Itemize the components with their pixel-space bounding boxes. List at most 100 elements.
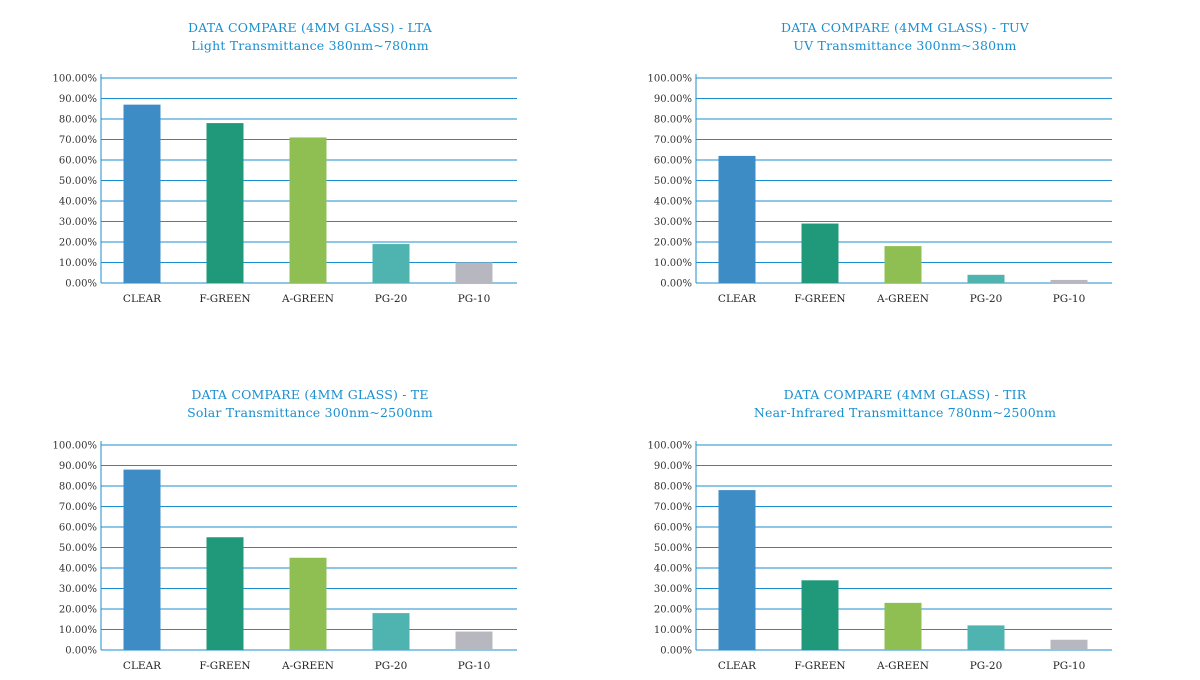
bar-pg-20 <box>967 274 1005 283</box>
chart-subtitle: Solar Transmittance 300nm~2500nm <box>187 405 433 420</box>
y-tick-label: 20.00% <box>59 605 97 616</box>
y-tick-label: 80.00% <box>654 115 692 126</box>
y-tick-label: 30.00% <box>59 217 97 228</box>
y-tick-label: 90.00% <box>654 94 692 105</box>
bar-f-green <box>206 537 244 650</box>
chart-title: DATA COMPARE (4MM GLASS) - TUV <box>781 20 1029 35</box>
y-tick-label: 30.00% <box>654 217 692 228</box>
x-tick-label: PG-20 <box>970 293 1003 305</box>
chart-panel-lta: DATA COMPARE (4MM GLASS) - LTA Light Tra… <box>30 0 590 305</box>
x-tick-label: F-GREEN <box>199 293 250 305</box>
bar-chart-lta: 0.00% 10.00% 20.00% 30.00% 40.00% 50.00% 60.00… <box>53 74 517 305</box>
bar-f-green <box>801 223 839 283</box>
chart-panel-tir: DATA COMPARE (4MM GLASS) - TIR Near-Infr… <box>625 367 1185 672</box>
chart-panel-te: DATA COMPARE (4MM GLASS) - TE Solar Tran… <box>30 367 590 672</box>
y-tick-label: 70.00% <box>59 502 97 513</box>
bar-chart-tuv: 0.00% 10.00% 20.00% 30.00% 40.00% 50.00% 60.00… <box>648 74 1112 305</box>
bar-clear <box>123 104 161 284</box>
y-tick-label: 70.00% <box>59 135 97 146</box>
y-tick-label: 90.00% <box>654 461 692 472</box>
y-tick-label: 0.00% <box>65 646 97 657</box>
bar-pg-10 <box>455 631 493 650</box>
bar-f-green <box>801 580 839 650</box>
x-tick-label: F-GREEN <box>794 660 845 672</box>
bar-clear <box>123 469 161 650</box>
y-tick-label: 80.00% <box>59 115 97 126</box>
y-tick-label: 20.00% <box>654 605 692 616</box>
x-tick-label: A-GREEN <box>876 660 929 672</box>
y-tick-label: 80.00% <box>654 482 692 493</box>
bar-f-green <box>206 123 244 283</box>
y-tick-label: 0.00% <box>660 646 692 657</box>
y-tick-label: 100.00% <box>53 441 98 452</box>
chart-title: DATA COMPARE (4MM GLASS) - TE <box>191 387 429 402</box>
x-tick-label: A-GREEN <box>281 660 334 672</box>
bar-pg-20 <box>967 625 1005 650</box>
chart-title: DATA COMPARE (4MM GLASS) - LTA <box>187 20 433 35</box>
x-tick-label: PG-20 <box>970 660 1003 672</box>
y-tick-label: 70.00% <box>654 135 692 146</box>
y-tick-label: 10.00% <box>59 258 97 269</box>
bar-pg-10 <box>1050 279 1088 283</box>
bar-a-green <box>289 557 327 650</box>
x-tick-label: F-GREEN <box>199 660 250 672</box>
y-tick-label: 70.00% <box>654 502 692 513</box>
x-tick-label: CLEAR <box>123 660 162 672</box>
y-tick-label: 80.00% <box>59 482 97 493</box>
y-tick-label: 50.00% <box>654 176 692 187</box>
x-tick-label: PG-10 <box>458 660 491 672</box>
y-tick-label: 40.00% <box>59 197 97 208</box>
chart-subtitle: Light Transmittance 380nm~780nm <box>191 38 429 53</box>
bar-clear <box>718 155 756 283</box>
y-tick-label: 60.00% <box>654 156 692 167</box>
bar-pg-10 <box>1050 639 1088 650</box>
y-tick-label: 30.00% <box>654 584 692 595</box>
y-tick-label: 50.00% <box>654 543 692 554</box>
y-tick-label: 90.00% <box>59 94 97 105</box>
y-tick-label: 0.00% <box>65 279 97 290</box>
x-tick-label: PG-10 <box>1053 660 1086 672</box>
y-tick-label: 40.00% <box>654 564 692 575</box>
y-tick-label: 50.00% <box>59 543 97 554</box>
x-tick-label: PG-10 <box>1053 293 1086 305</box>
y-tick-label: 100.00% <box>648 74 693 85</box>
x-tick-label: CLEAR <box>123 293 162 305</box>
bar-a-green <box>289 137 327 283</box>
y-tick-label: 60.00% <box>59 523 97 534</box>
y-tick-label: 60.00% <box>59 156 97 167</box>
chart-panel-tuv: DATA COMPARE (4MM GLASS) - TUV UV Transm… <box>625 0 1185 305</box>
x-tick-label: A-GREEN <box>281 293 334 305</box>
y-tick-label: 10.00% <box>654 258 692 269</box>
x-tick-label: CLEAR <box>718 660 757 672</box>
y-tick-label: 100.00% <box>53 74 98 85</box>
y-tick-label: 30.00% <box>59 584 97 595</box>
bar-pg-20 <box>372 244 410 283</box>
y-tick-label: 50.00% <box>59 176 97 187</box>
y-tick-label: 0.00% <box>660 279 692 290</box>
x-tick-label: PG-10 <box>458 293 491 305</box>
chart-title: DATA COMPARE (4MM GLASS) - TIR <box>783 387 1027 402</box>
bar-pg-20 <box>372 613 410 650</box>
x-tick-label: PG-20 <box>375 293 408 305</box>
x-tick-label: A-GREEN <box>876 293 929 305</box>
y-tick-label: 90.00% <box>59 461 97 472</box>
y-tick-label: 20.00% <box>59 238 97 249</box>
bar-chart-tir: 0.00% 10.00% 20.00% 30.00% 40.00% 50.00% 60.00… <box>648 441 1112 672</box>
bar-chart-te: 0.00% 10.00% 20.00% 30.00% 40.00% 50.00% 60.00… <box>53 441 517 672</box>
bar-clear <box>718 490 756 650</box>
bar-a-green <box>884 602 922 650</box>
x-tick-label: F-GREEN <box>794 293 845 305</box>
y-tick-label: 40.00% <box>59 564 97 575</box>
y-tick-label: 100.00% <box>648 441 693 452</box>
bar-a-green <box>884 246 922 283</box>
y-tick-label: 20.00% <box>654 238 692 249</box>
chart-subtitle: UV Transmittance 300nm~380nm <box>793 38 1017 53</box>
y-tick-label: 60.00% <box>654 523 692 534</box>
y-tick-label: 40.00% <box>654 197 692 208</box>
x-tick-label: CLEAR <box>718 293 757 305</box>
y-tick-label: 10.00% <box>59 625 97 636</box>
y-tick-label: 10.00% <box>654 625 692 636</box>
bar-pg-10 <box>455 262 493 283</box>
chart-subtitle: Near-Infrared Transmittance 780nm~2500nm <box>753 405 1057 420</box>
x-tick-label: PG-20 <box>375 660 408 672</box>
